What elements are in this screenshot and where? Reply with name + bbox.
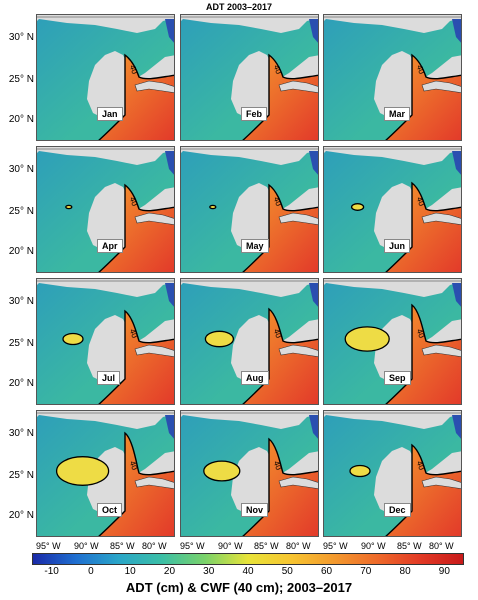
gulf-map-feb [181, 15, 318, 140]
map-panel-may: May 40 [180, 146, 319, 273]
map-panel-jul: Jul 40 [36, 278, 175, 405]
month-label: Oct [97, 503, 123, 517]
latitude-label: 30° N [8, 164, 34, 175]
latitude-label: 30° N [8, 32, 34, 43]
latitude-label: 20° N [8, 114, 34, 125]
month-label: Apr [97, 239, 123, 253]
colorbar [32, 553, 464, 565]
colorbar-label: ADT (cm) & CWF (40 cm); 2003–2017 [125, 580, 353, 595]
month-label: Feb [241, 107, 268, 121]
month-label: Nov [241, 503, 269, 517]
longitude-label: 95° W [180, 541, 205, 551]
colorbar-tick-label: 60 [320, 566, 333, 577]
colorbar-tick-label: 20 [163, 566, 176, 577]
month-label: May [241, 239, 269, 253]
latitude-label: 25° N [8, 74, 34, 85]
month-label: Dec [384, 503, 411, 517]
latitude-label: 25° N [8, 206, 34, 217]
map-panel-mar: Mar 40 [323, 14, 462, 141]
map-panel-feb: Feb 40 [180, 14, 319, 141]
latitude-label: 20° N [8, 510, 34, 521]
latitude-label: 20° N [8, 378, 34, 389]
map-panel-jan: Jan 40 [36, 14, 175, 141]
latitude-label: 25° N [8, 338, 34, 349]
month-label: Jun [384, 239, 411, 253]
map-panel-jun: Jun 40 [323, 146, 462, 273]
month-label: Jan [97, 107, 123, 121]
colorbar-tick-label: 70 [360, 566, 372, 577]
gulf-map-oct [37, 411, 174, 536]
longitude-label: 95° W [323, 541, 348, 551]
month-label: Mar [384, 107, 411, 121]
month-label: Jul [97, 371, 121, 385]
longitude-label: 90° W [218, 541, 243, 551]
colorbar-tick-label: 10 [124, 566, 136, 577]
gulf-map-jan [37, 15, 174, 140]
gulf-map-jun [324, 147, 461, 272]
gulf-map-nov [181, 411, 318, 536]
colorbar-tick-label: 30 [203, 566, 215, 577]
longitude-label: 85° W [254, 541, 279, 551]
gulf-map-mar [324, 15, 461, 140]
figure-title: ADT 2003–2017 [205, 2, 273, 12]
gulf-map-aug [181, 279, 318, 404]
colorbar-tick-label: 50 [281, 566, 293, 577]
map-panel-nov: Nov 40 [180, 410, 319, 537]
map-panel-sep: Sep 40 [323, 278, 462, 405]
map-panel-apr: Apr 40 [36, 146, 175, 273]
gulf-map-dec [324, 411, 461, 536]
colorbar-tick-label: 40 [242, 566, 254, 577]
latitude-label: 30° N [8, 296, 34, 307]
latitude-label: 25° N [8, 470, 34, 481]
longitude-label: 85° W [397, 541, 422, 551]
latitude-label: 20° N [8, 246, 34, 257]
gulf-map-jul [37, 279, 174, 404]
colorbar-tick-label: 90 [438, 566, 450, 577]
longitude-label: 80° W [286, 541, 311, 551]
longitude-label: 80° W [142, 541, 167, 551]
month-label: Aug [241, 371, 269, 385]
gulf-map-sep [324, 279, 461, 404]
gulf-map-may [181, 147, 318, 272]
colorbar-tick-label: -10 [44, 566, 59, 577]
colorbar-tick-label: 0 [88, 566, 94, 577]
map-panel-dec: Dec 40 [323, 410, 462, 537]
map-panel-oct: Oct 40 [36, 410, 175, 537]
month-label: Sep [384, 371, 411, 385]
gulf-map-apr [37, 147, 174, 272]
longitude-label: 85° W [110, 541, 135, 551]
map-panel-aug: Aug 40 [180, 278, 319, 405]
latitude-label: 30° N [8, 428, 34, 439]
longitude-label: 80° W [429, 541, 454, 551]
colorbar-tick-label: 80 [399, 566, 411, 577]
longitude-label: 95° W [36, 541, 61, 551]
longitude-label: 90° W [361, 541, 386, 551]
longitude-label: 90° W [74, 541, 99, 551]
